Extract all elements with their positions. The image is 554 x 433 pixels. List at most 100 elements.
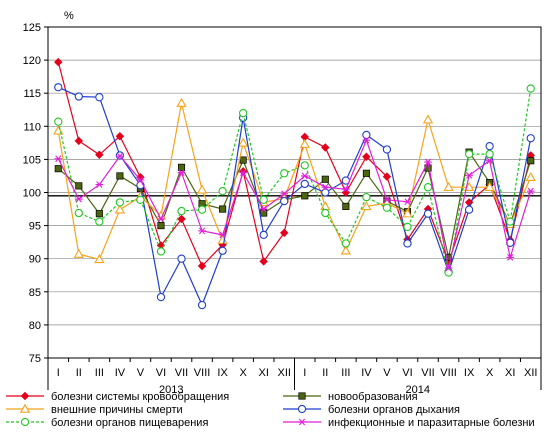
y-tick-label: 95 [29, 221, 41, 233]
series-line-0 [57, 61, 532, 268]
data-point-4 [218, 187, 227, 196]
data-point-5-stroke [116, 152, 123, 160]
x-tick-label: VI [402, 367, 412, 379]
data-point-5-stroke [178, 169, 185, 177]
data-point-0 [280, 228, 289, 238]
data-point-2 [196, 184, 208, 194]
data-point-5 [239, 169, 247, 177]
data-point-5-stroke [466, 171, 473, 179]
data-point-4 [506, 217, 515, 226]
data-point-5-stroke [445, 264, 452, 272]
x-tick-label: V [137, 367, 145, 379]
legend-marker-5 [298, 418, 306, 426]
data-point-3 [54, 83, 63, 92]
data-point-3 [485, 142, 494, 151]
x-tick-label: V [383, 367, 391, 379]
data-point-4 [177, 206, 186, 216]
data-point-1 [342, 202, 350, 210]
data-point-3 [403, 239, 412, 248]
data-point-0 [362, 152, 371, 161]
data-point-1 [157, 222, 165, 230]
x-tick-label: IV [115, 367, 126, 379]
data-point-1 [75, 182, 83, 190]
data-point-5-stroke [219, 231, 226, 239]
y-tick-label: 115 [23, 88, 41, 100]
data-point-3 [321, 188, 330, 197]
data-point-3 [156, 292, 166, 302]
data-point-0 [197, 261, 207, 271]
data-point-1 [116, 172, 124, 180]
data-point-1 [54, 165, 62, 173]
data-point-5 [321, 183, 330, 191]
data-point-2 [217, 234, 228, 244]
unit-label: % [64, 10, 74, 22]
data-point-1 [362, 169, 370, 177]
series-line-4 [57, 88, 532, 273]
data-point-2 [484, 181, 495, 191]
data-point-4 [74, 208, 83, 218]
x-tick-label: XI [258, 367, 268, 379]
data-point-4 [136, 195, 145, 204]
data-point-1 [321, 175, 329, 183]
data-point-3 [218, 246, 227, 255]
data-point-5-stroke [260, 205, 267, 213]
data-point-0 [115, 132, 125, 141]
y-tick-label: 75 [29, 353, 41, 365]
data-point-0 [177, 214, 186, 224]
legend-label-0: болезни системы кровообращения [51, 391, 229, 403]
data-point-5 [54, 155, 63, 163]
data-point-5 [136, 176, 145, 184]
data-point-5 [177, 169, 186, 177]
data-point-5-stroke [486, 157, 493, 165]
data-point-5 [383, 196, 391, 204]
data-point-5-stroke [507, 253, 514, 261]
data-point-2 [422, 114, 434, 124]
data-point-5-stroke [404, 198, 411, 206]
data-point-2 [525, 171, 536, 182]
data-point-4 [382, 203, 392, 212]
x-tick-label: IX [464, 367, 475, 379]
data-point-5 [259, 205, 268, 213]
data-point-5-stroke [342, 185, 349, 193]
data-point-2 [361, 201, 372, 211]
y-tick-label: 120 [23, 55, 41, 67]
data-point-4 [341, 239, 351, 248]
data-point-5-stroke [424, 158, 432, 166]
x-tick-label: IX [217, 367, 228, 379]
data-point-2 [176, 97, 187, 107]
data-point-5-stroke [75, 195, 82, 203]
x-tick-label: III [341, 367, 350, 379]
data-point-5 [198, 227, 206, 235]
data-point-3 [382, 145, 392, 154]
x-tick-label: I [57, 367, 60, 379]
data-point-5 [280, 190, 289, 198]
year-label: 2014 [406, 384, 430, 396]
legend-label-4: болезни органов пищеварения [51, 417, 208, 429]
data-point-4 [95, 217, 104, 226]
data-point-4 [197, 205, 207, 214]
y-tick-label: 125 [23, 22, 41, 34]
x-tick-label: II [322, 367, 328, 379]
data-point-5 [300, 172, 309, 180]
x-tick-label: X [486, 367, 494, 379]
data-point-3 [464, 205, 474, 214]
data-point-3 [280, 196, 289, 206]
y-tick-label: 100 [23, 188, 41, 200]
data-point-2 [114, 204, 126, 214]
data-point-0 [321, 143, 330, 152]
data-point-4 [362, 192, 371, 202]
data-point-5 [75, 195, 83, 203]
legend-marker-0 [20, 391, 30, 401]
data-point-4 [403, 222, 412, 232]
data-point-2 [320, 201, 331, 211]
data-point-2 [443, 181, 454, 191]
x-tick-label: XII [524, 367, 537, 379]
data-point-3 [526, 134, 535, 143]
legend-label-2: внешние причины смерти [51, 404, 183, 416]
data-point-5 [218, 231, 227, 239]
data-point-2 [402, 208, 413, 218]
data-point-2 [238, 137, 249, 147]
data-point-5 [95, 181, 104, 188]
data-point-4 [280, 169, 289, 178]
